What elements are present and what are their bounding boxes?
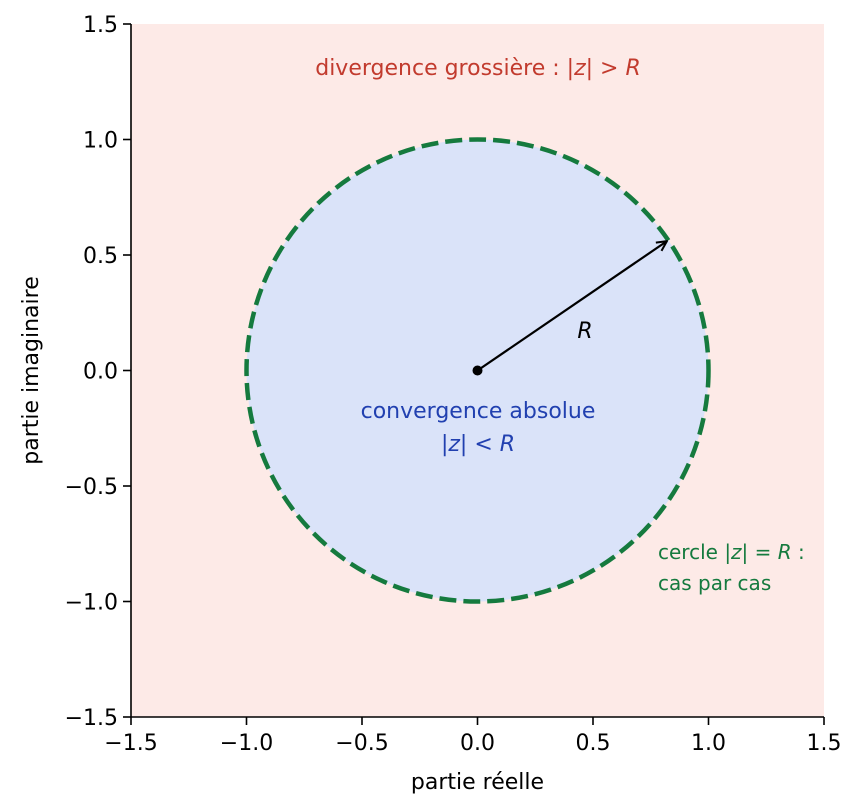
y-tick-label: −1.0: [65, 591, 118, 616]
x-tick-label: −1.5: [104, 731, 157, 756]
y-ticks: −1.5 −1.0 −0.5 0.0 0.5 1.0 1.5: [65, 13, 131, 731]
boundary-note: cas par cas: [658, 571, 771, 595]
x-axis-label: partie réelle: [411, 770, 544, 795]
x-tick-label: 0.0: [460, 731, 495, 756]
y-tick-label: 0.5: [83, 244, 118, 269]
x-tick-label: −0.5: [335, 731, 388, 756]
y-tick-label: 1.0: [83, 129, 118, 154]
x-tick-label: 1.5: [807, 731, 842, 756]
y-tick-label: −1.5: [65, 706, 118, 731]
x-tick-label: 0.5: [576, 731, 611, 756]
y-axis-label: partie imaginaire: [19, 276, 44, 465]
radius-label: R: [577, 319, 592, 344]
convergence-label: convergence absolue: [361, 399, 596, 424]
convergence-condition: |z| < R: [441, 432, 515, 457]
divergence-label: divergence grossière : |z| > R: [315, 56, 641, 81]
radius-arrow: [476, 241, 667, 372]
center-point: [472, 365, 483, 376]
y-tick-label: 0.0: [83, 360, 118, 385]
boundary-label: cercle |z| = R :: [658, 540, 805, 564]
y-tick-label: −0.5: [65, 475, 118, 500]
y-tick-label: 1.5: [83, 13, 118, 38]
boundary-circle: [244, 137, 711, 604]
x-tick-label: −1.0: [220, 731, 273, 756]
x-ticks: −1.5 −1.0 −0.5 0.0 0.5 1.0 1.5: [104, 717, 842, 756]
x-tick-label: 1.0: [691, 731, 726, 756]
